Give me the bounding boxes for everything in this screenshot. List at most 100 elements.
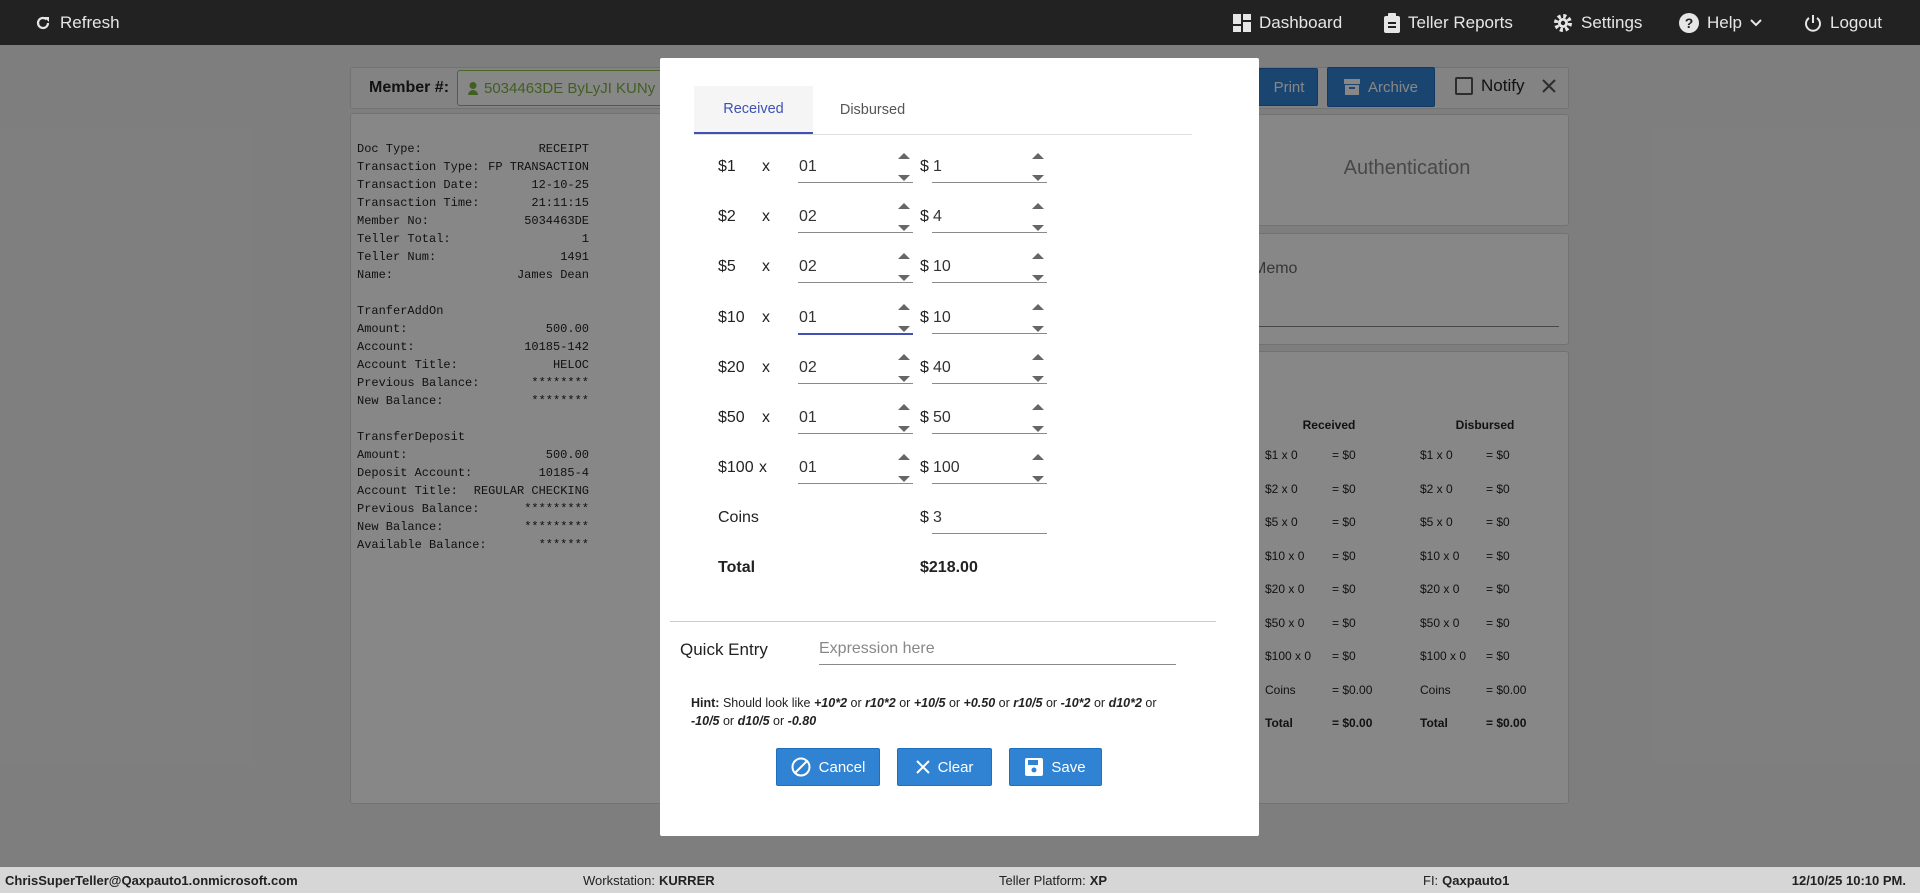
spinner[interactable]	[897, 202, 911, 232]
receipt-label: Amount:	[357, 322, 408, 336]
settings-link[interactable]: Settings	[1553, 0, 1642, 45]
clear-label: Clear	[937, 758, 974, 776]
spinner[interactable]	[1031, 252, 1045, 282]
spinner[interactable]	[897, 453, 911, 483]
spinner[interactable]	[1031, 453, 1045, 483]
hint-separator: or	[998, 696, 1010, 710]
receipt-label: New Balance:	[357, 394, 444, 408]
amount-input[interactable]: 10	[932, 252, 1047, 284]
receipt-value: FP TRANSACTION	[488, 160, 589, 174]
denomination: $10	[718, 308, 745, 326]
spinner[interactable]	[897, 353, 911, 383]
spinner[interactable]	[897, 403, 911, 433]
coins-input[interactable]: 3	[932, 503, 1047, 534]
summary-cell: = $0	[1332, 515, 1356, 529]
clear-button[interactable]: Clear	[897, 748, 992, 786]
summary-cell: = $0	[1486, 548, 1510, 563]
archive-button[interactable]: Archive	[1327, 67, 1435, 107]
receipt-value: 5034463DE	[524, 214, 589, 228]
times-sign: x	[762, 308, 770, 326]
help-menu[interactable]: ? Help	[1679, 0, 1762, 45]
times-sign: x	[762, 158, 770, 175]
spinner[interactable]	[1031, 353, 1045, 383]
currency-sign: $	[920, 258, 929, 276]
spinner[interactable]	[1031, 152, 1045, 182]
summary-cell: $100 x 0	[1420, 649, 1467, 663]
amount-input[interactable]: 50	[932, 403, 1047, 434]
spinner[interactable]	[1031, 202, 1045, 232]
quick-entry-input[interactable]: Expression here	[819, 634, 1176, 665]
refresh-button[interactable]: Refresh	[34, 0, 120, 45]
amount-input[interactable]: 1	[932, 152, 1047, 183]
member-value: 5034463DE ByLyJI KUNy	[484, 79, 656, 97]
summary-cell: $5 x 0	[1420, 515, 1453, 529]
spinner[interactable]	[897, 152, 911, 182]
currency-sign: $	[920, 459, 929, 477]
quantity-input[interactable]: 02	[798, 202, 913, 234]
logout-label: Logout	[1830, 12, 1882, 32]
quantity-input[interactable]: 02	[798, 353, 913, 384]
quantity-input[interactable]: 02	[798, 252, 913, 284]
refresh-label: Refresh	[60, 12, 120, 32]
spinner[interactable]	[897, 303, 911, 333]
amount-input[interactable]: 4	[932, 202, 1047, 234]
received-tab[interactable]: Received	[694, 86, 813, 134]
receipt-value: ********	[531, 376, 589, 390]
quantity-input[interactable]: 01	[798, 453, 913, 485]
quantity-input[interactable]: 01	[798, 403, 913, 434]
spinner[interactable]	[1031, 303, 1045, 333]
amount-input[interactable]: 40	[932, 353, 1047, 384]
spinner[interactable]	[897, 252, 911, 282]
summary-cell: = $0.00	[1486, 682, 1527, 697]
amount-input[interactable]: 100	[932, 453, 1047, 485]
status-bar: ChrisSuperTeller@Qaxpauto1.onmicrosoft.c…	[0, 867, 1920, 893]
settings-icon	[1554, 13, 1572, 32]
hint-example: -10/5	[691, 714, 720, 728]
currency-sign: $	[920, 208, 929, 226]
hint-example: d10/5	[737, 714, 770, 728]
notify-checkbox[interactable]: Notify	[1455, 67, 1524, 105]
quantity-input[interactable]: 01	[798, 303, 913, 335]
currency-sign: $	[920, 308, 929, 326]
summary-cell: $20 x 0	[1265, 582, 1305, 596]
receipt-label: Account Title:	[357, 484, 458, 498]
summary-cell: = $0.00	[1332, 682, 1373, 697]
hint: Hint: Should look like +10*2 or r10*2 or…	[691, 694, 1181, 730]
receipt-value: 10185-4	[538, 466, 589, 480]
reports-link[interactable]: Teller Reports	[1384, 0, 1513, 45]
denomination: $1	[718, 158, 736, 175]
spinner[interactable]	[1031, 403, 1045, 433]
hint-separator: or	[1093, 696, 1106, 710]
field-value: 01	[799, 459, 817, 477]
dashboard-link[interactable]: Dashboard	[1233, 0, 1342, 45]
summary-cell: = $0	[1332, 448, 1356, 462]
receipt-value: James Dean	[516, 268, 589, 282]
hint-example: +10*2	[814, 696, 848, 710]
logout-link[interactable]: Logout	[1804, 0, 1882, 45]
disbursed-tab[interactable]: Disbursed	[839, 101, 906, 118]
memo-input[interactable]	[1253, 326, 1559, 327]
summary-cell: = $0	[1486, 615, 1510, 630]
cancel-button[interactable]: Cancel	[776, 748, 880, 786]
times-sign: x	[762, 258, 770, 276]
hint-separator: or	[1145, 696, 1157, 710]
receipt-label: Previous Balance:	[357, 502, 480, 516]
times-sign: x	[762, 409, 770, 426]
amount-input[interactable]: 10	[932, 303, 1047, 334]
summary-cell: = $0	[1332, 615, 1356, 630]
chevron	[1750, 18, 1762, 26]
summary-cell: = $0	[1332, 481, 1356, 496]
save-button[interactable]: Save	[1009, 748, 1102, 786]
hint-separator: or	[1045, 696, 1058, 710]
summary-cell: = $0	[1486, 582, 1510, 596]
close-page-button[interactable]	[1541, 78, 1557, 94]
reports-label: Teller Reports	[1408, 12, 1513, 32]
save-label: Save	[1051, 758, 1086, 776]
receipt-value: ********	[531, 394, 589, 408]
denomination: $2	[718, 208, 736, 226]
times-sign: x	[762, 208, 770, 226]
summary-cell: $2 x 0	[1265, 481, 1298, 496]
quantity-input[interactable]: 01	[798, 152, 913, 183]
